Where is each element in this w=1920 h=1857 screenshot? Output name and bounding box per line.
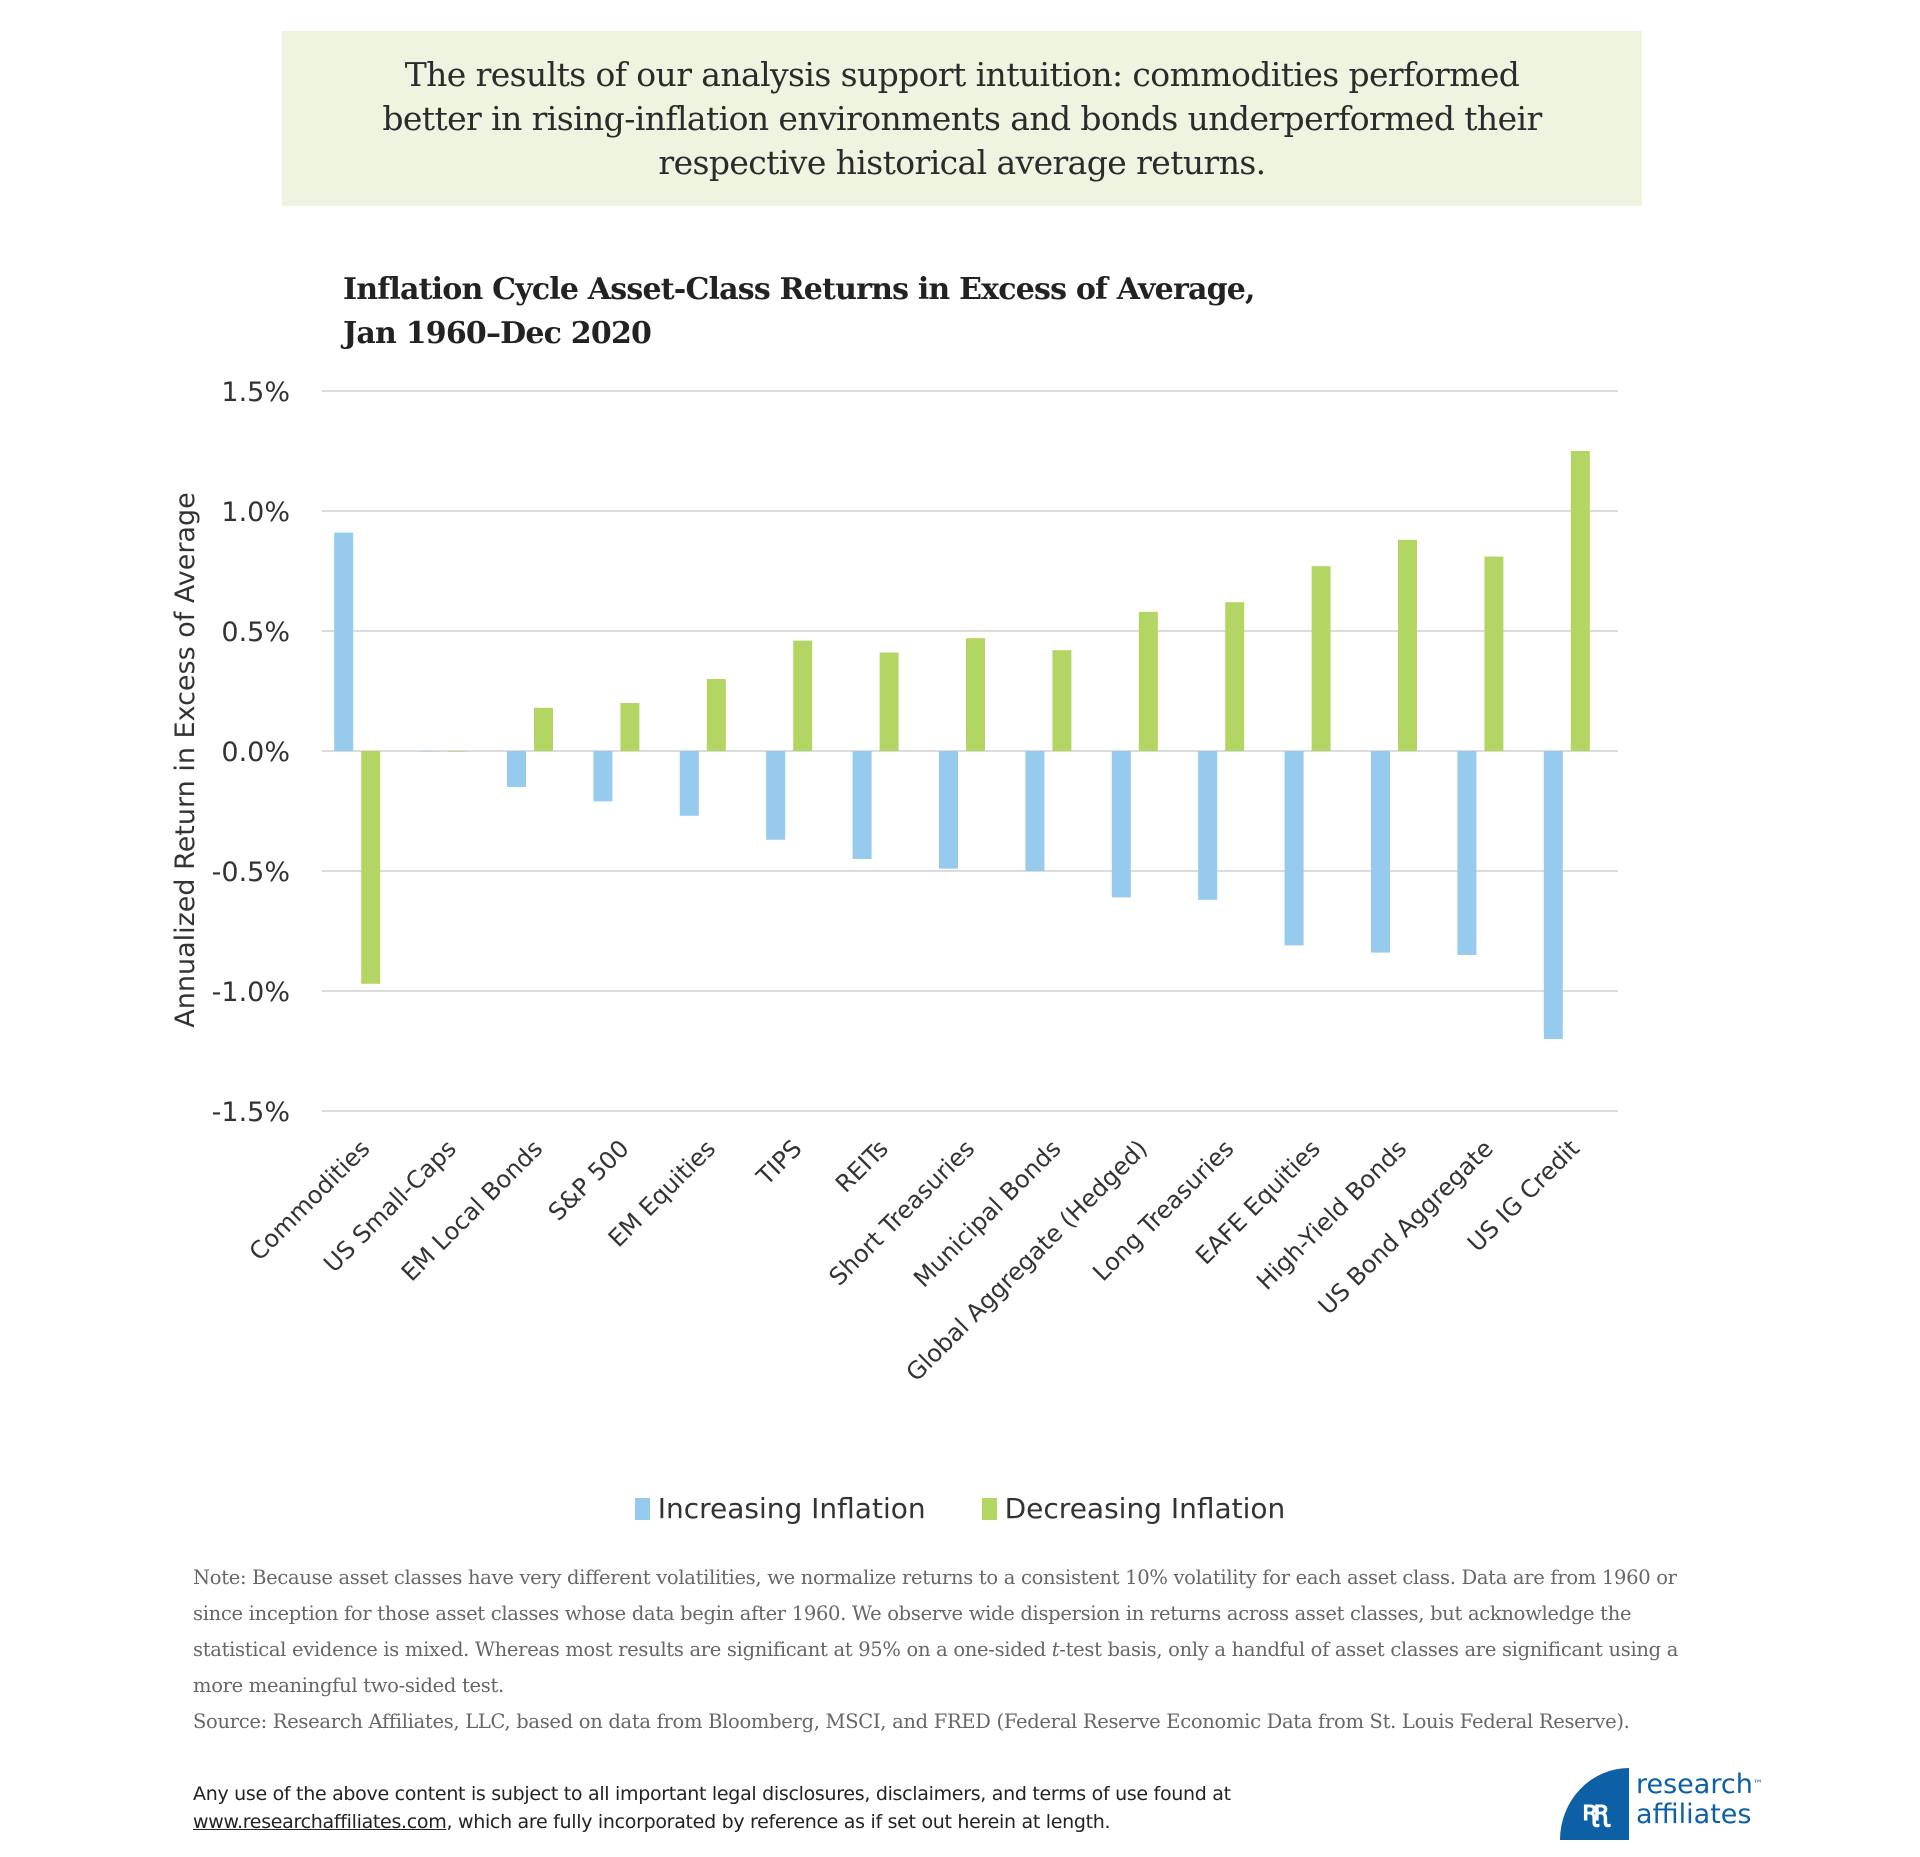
legend-label-decreasing: Decreasing Inflation [1004, 1492, 1286, 1525]
callout-box: The results of our analysis support intu… [282, 31, 1642, 206]
bar-decreasing-inflation [534, 707, 553, 751]
note-text-part1: Note: Because asset classes have very di… [193, 1566, 1677, 1661]
bar-decreasing-inflation [1138, 611, 1158, 751]
bar-increasing-inflation [766, 751, 786, 840]
chart-notes: Note: Because asset classes have very di… [193, 1560, 1713, 1740]
note-text-part2: -test basis, only a handful of asset cla… [193, 1638, 1679, 1697]
bar-increasing-inflation [1111, 751, 1131, 898]
x-tick-label: REITs [830, 1134, 894, 1198]
bar-increasing-inflation [939, 751, 958, 869]
bar-decreasing-inflation [447, 751, 467, 752]
y-tick-label: -1.5% [212, 1097, 290, 1128]
callout-text: The results of our analysis support intu… [382, 54, 1542, 182]
bar-increasing-inflation [420, 751, 440, 752]
bar-increasing-inflation [852, 751, 872, 859]
bar-decreasing-inflation [1484, 556, 1504, 751]
legend: Increasing Inflation Decreasing Inflatio… [0, 1492, 1920, 1525]
y-axis-label: Annualized Return in Excess of Average [170, 492, 201, 1027]
y-tick-label: 1.5% [221, 377, 290, 408]
x-tick-label: US Bond Aggregate [1313, 1134, 1499, 1320]
y-tick-label: -1.0% [212, 977, 290, 1008]
legend-swatch-increasing [634, 1497, 650, 1520]
note-t-italic: t [1051, 1638, 1060, 1661]
legend-item-decreasing: Decreasing Inflation [981, 1492, 1286, 1525]
y-tick-label: -0.5% [212, 857, 290, 888]
bar-decreasing-inflation [706, 679, 726, 751]
note-text: Note: Because asset classes have very di… [193, 1560, 1713, 1704]
legend-swatch-decreasing [981, 1497, 997, 1520]
bars [334, 451, 1590, 1039]
bar-decreasing-inflation [966, 638, 985, 751]
bar-increasing-inflation [1457, 751, 1477, 955]
bar-decreasing-inflation [620, 703, 640, 751]
y-tick-label: 0.0% [221, 737, 290, 768]
source-text: Source: Research Affiliates, LLC, based … [193, 1710, 1630, 1733]
bar-decreasing-inflation [1052, 650, 1072, 751]
bar-increasing-inflation [1025, 751, 1045, 871]
website-link[interactable]: www.researchaffiliates.com [193, 1811, 447, 1833]
chart-title: Inflation Cycle Asset-Class Returns in E… [343, 268, 1256, 356]
bar-decreasing-inflation [361, 751, 381, 984]
logo-trademark: ™ [1752, 1779, 1763, 1790]
bar-increasing-inflation [593, 751, 613, 802]
bar-chart: 1.5% 1.0% 0.5% 0.0% -0.5% -1.0% -1.5% Annualiz… [170, 377, 1618, 1387]
x-tick-label: TIPS [751, 1134, 808, 1191]
chart-title-line2: Jan 1960–Dec 2020 [343, 316, 652, 351]
bar-increasing-inflation [1371, 751, 1390, 953]
x-tick-label: Municipal Bonds [908, 1134, 1066, 1292]
logo-ra-glyph: ꭆꭆ [1582, 1794, 1609, 1827]
logo-word-research: research [1636, 1769, 1753, 1800]
bar-decreasing-inflation [1311, 566, 1331, 751]
x-tick-label: S&P 500 [543, 1134, 635, 1226]
legend-label-increasing: Increasing Inflation [657, 1492, 926, 1525]
logo-mark-icon: ꭆꭆ [1560, 1768, 1629, 1840]
research-affiliates-logo: ꭆꭆ research™ affiliates [1560, 1768, 1790, 1840]
bar-increasing-inflation [1198, 751, 1218, 900]
disclaimer-line1: Any use of the above content is subject … [193, 1783, 1231, 1805]
x-tick-label: High-Yield Bonds [1251, 1134, 1412, 1295]
bar-decreasing-inflation [1225, 602, 1245, 751]
legend-item-increasing: Increasing Inflation [634, 1492, 926, 1525]
bar-increasing-inflation [507, 751, 526, 787]
logo-wordmark: research™ affiliates [1636, 1770, 1763, 1830]
x-tick-label: Short Treasuries [824, 1134, 981, 1291]
y-tick-label: 0.5% [221, 617, 290, 648]
bar-increasing-inflation [1284, 751, 1304, 946]
y-tick-label: 1.0% [221, 497, 290, 528]
bar-increasing-inflation [1543, 751, 1563, 1039]
bar-increasing-inflation [679, 751, 699, 816]
bar-increasing-inflation [334, 532, 354, 751]
chart-title-line1: Inflation Cycle Asset-Class Returns in E… [343, 272, 1256, 307]
bar-decreasing-inflation [793, 640, 813, 751]
legal-disclaimer: Any use of the above content is subject … [193, 1780, 1393, 1836]
y-axis-ticks: 1.5% 1.0% 0.5% 0.0% -0.5% -1.0% -1.5% [212, 377, 290, 1128]
logo-word-affiliates: affiliates [1636, 1799, 1752, 1830]
bar-decreasing-inflation [879, 652, 899, 751]
bar-decreasing-inflation [1570, 451, 1590, 751]
disclaimer-line2: , which are fully incorporated by refere… [446, 1811, 1111, 1833]
bar-decreasing-inflation [1398, 539, 1417, 751]
